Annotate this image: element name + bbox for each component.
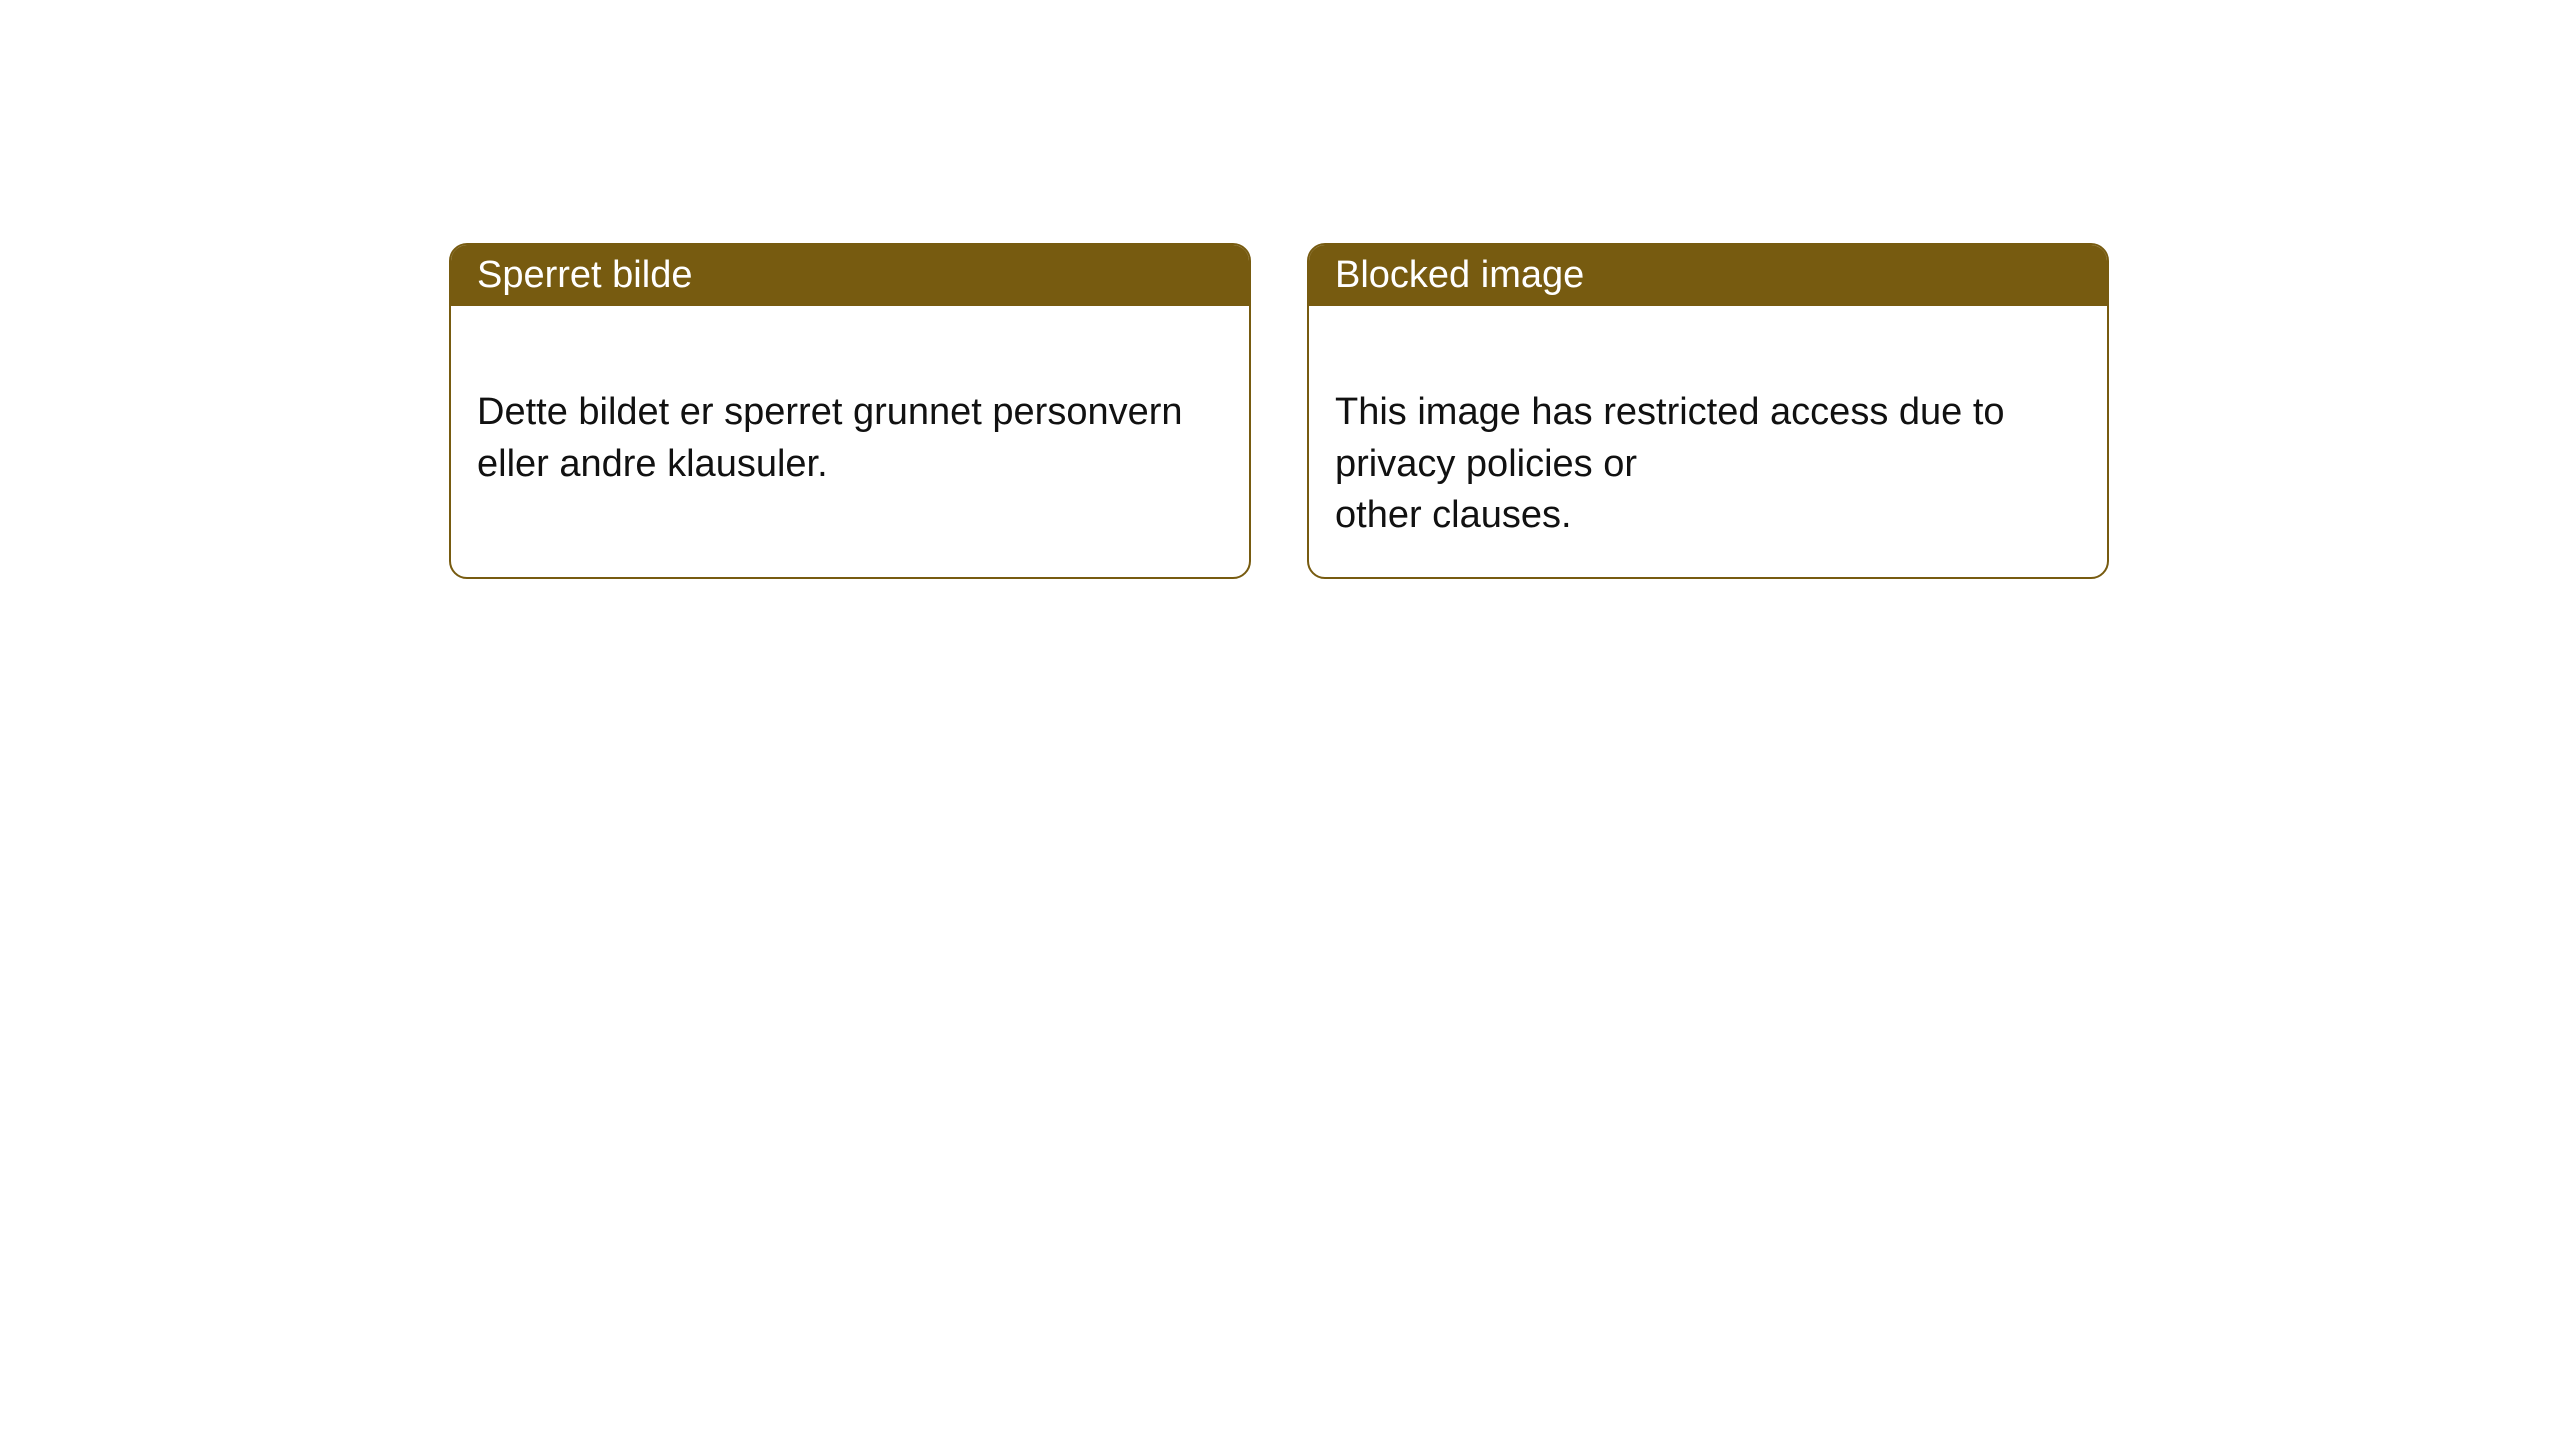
notice-card-message: Dette bildet er sperret grunnet personve… bbox=[477, 391, 1183, 484]
notice-card-header: Sperret bilde bbox=[451, 245, 1249, 306]
notice-card-body: Dette bildet er sperret grunnet personve… bbox=[451, 306, 1249, 490]
notice-card-title: Sperret bilde bbox=[477, 254, 692, 297]
notice-card-header: Blocked image bbox=[1309, 245, 2107, 306]
notice-cards-row: Sperret bilde Dette bildet er sperret gr… bbox=[449, 243, 2560, 579]
notice-card-en: Blocked image This image has restricted … bbox=[1307, 243, 2109, 579]
notice-card-title: Blocked image bbox=[1335, 254, 1584, 297]
notice-card-no: Sperret bilde Dette bildet er sperret gr… bbox=[449, 243, 1251, 579]
notice-card-message: This image has restricted access due to … bbox=[1335, 391, 2005, 536]
notice-card-body: This image has restricted access due to … bbox=[1309, 306, 2107, 541]
